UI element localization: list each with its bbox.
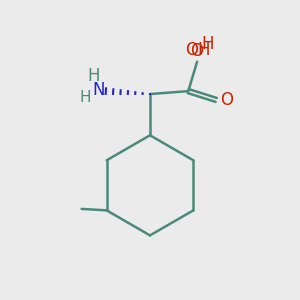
Text: H: H (80, 90, 91, 105)
Text: N: N (92, 81, 105, 99)
Text: O: O (220, 91, 233, 109)
Text: OH: OH (185, 41, 211, 59)
Text: H: H (201, 35, 214, 53)
Text: O: O (190, 42, 204, 60)
Text: H: H (87, 68, 100, 85)
